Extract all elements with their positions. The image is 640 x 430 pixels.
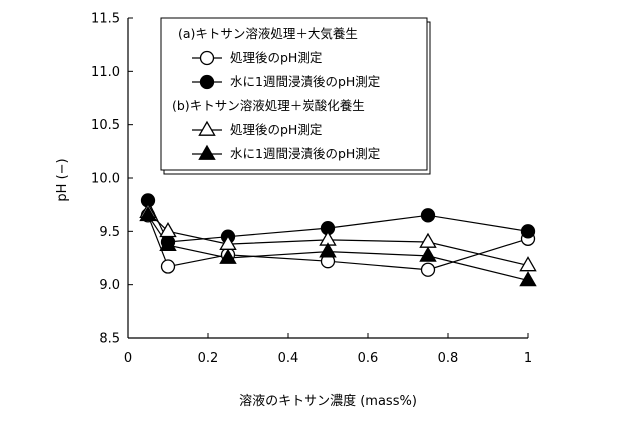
y-tick-label: 11.5	[91, 12, 120, 27]
series-line-2	[147, 211, 529, 267]
data-point-s3-0	[139, 206, 157, 222]
x-tick-label: 1	[524, 351, 532, 366]
y-tick-label: 11.0	[91, 65, 120, 80]
series-line-0	[147, 215, 529, 271]
y-tick-label: 10.0	[91, 172, 120, 187]
series-line-3	[147, 214, 529, 281]
data-point-s0-1	[160, 259, 176, 274]
legend-samples	[192, 50, 222, 160]
legend-marker-triangle-open	[198, 120, 216, 136]
y-axis-label: pH (−)	[55, 158, 70, 201]
data-point-s3-3	[319, 242, 337, 258]
x-tick-label: 0.4	[278, 351, 299, 366]
legend-marker-circle-filled	[199, 74, 215, 90]
legend-group-b-title: (b)キトサン溶液処理＋炭酸化養生	[172, 98, 365, 113]
y-tick-label: 9.5	[99, 225, 120, 240]
data-point-s1-4	[420, 208, 436, 223]
data-point-s3-2	[219, 248, 237, 264]
data-point-s2-5	[519, 256, 537, 272]
x-axis-label: 溶液のキトサン濃度 (mass%)	[239, 393, 417, 409]
legend-item-label: 処理後のpH測定	[230, 50, 322, 65]
x-tick-label: 0.8	[438, 351, 459, 366]
x-axis-ticks: 0 0.2 0.4 0.6 0.8 1	[124, 333, 532, 366]
data-point-s1-5	[520, 224, 536, 239]
legend-item-label: 水に1週間浸漬後のpH測定	[230, 146, 380, 161]
data-point-s3-4	[419, 246, 437, 262]
x-tick-label: 0.2	[198, 351, 219, 366]
series-line-1	[147, 200, 529, 243]
legend-marker-circle-open	[199, 50, 215, 66]
legend-item-label: 水に1週間浸漬後のpH測定	[230, 74, 380, 89]
series-lines	[147, 200, 529, 281]
y-tick-label: 9.0	[99, 278, 120, 293]
legend: (a)キトサン溶液処理＋大気養生 処理後のpH測定 水に1週間浸漬後のpH測定 …	[160, 17, 431, 175]
y-axis-ticks: 8.5 9.0 9.5 10.0 10.5 11.0 11.5	[91, 12, 133, 347]
y-tick-label: 8.5	[99, 332, 120, 347]
x-tick-label: 0.6	[358, 351, 379, 366]
data-point-s0-4	[420, 262, 436, 277]
x-tick-label: 0	[124, 351, 132, 366]
legend-group-a-title: (a)キトサン溶液処理＋大気養生	[178, 26, 358, 41]
data-point-s3-5	[519, 271, 537, 287]
data-point-s2-4	[419, 232, 437, 248]
legend-item-label: 処理後のpH測定	[230, 122, 322, 137]
legend-marker-triangle-filled	[198, 144, 216, 160]
y-tick-label: 10.5	[91, 118, 120, 133]
series-markers	[139, 193, 537, 287]
data-point-s3-1	[159, 235, 177, 252]
